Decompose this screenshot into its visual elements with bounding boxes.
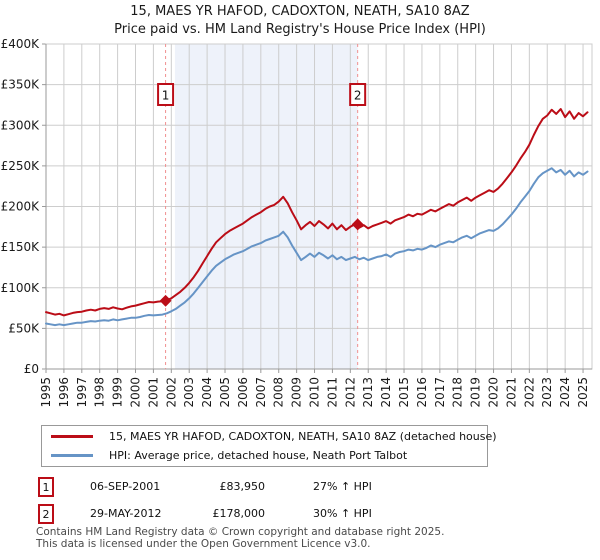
legend-item-property: 15, MAES YR HAFOD, CADOXTON, NEATH, SA10… (42, 429, 497, 444)
x-axis-year-label: 2014 (379, 377, 393, 408)
y-axis-price-label: £100K (1, 281, 41, 295)
y-axis-price-label: £300K (1, 118, 41, 132)
license-footer: Contains HM Land Registry data © Crown c… (36, 526, 445, 550)
transaction-row-1: 1 06-SEP-2001 £83,950 27% ↑ HPI (0, 477, 600, 497)
x-axis-year-label: 2019 (469, 377, 483, 408)
x-axis-year-label: 2015 (397, 377, 411, 408)
transaction-1-price: £83,950 (219, 480, 266, 493)
x-axis-year-label: 2003 (182, 377, 196, 408)
x-axis-year-label: 2001 (146, 377, 160, 408)
transaction-2-date: 29-MAY-2012 (90, 507, 162, 520)
y-axis-price-label: £0 (24, 362, 39, 376)
price-history-chart: 1995 1996 1997 1998 1999 2000 2001 2002 2003 2004… (1, 37, 593, 408)
transaction-row-2: 2 29-MAY-2012 £178,000 30% ↑ HPI (0, 504, 600, 524)
x-axis-year-label: 2024 (558, 377, 572, 408)
y-axis-price-label: £250K (1, 159, 41, 173)
x-axis-year-label: 2005 (218, 377, 232, 408)
x-axis-year-label: 2002 (164, 377, 178, 408)
x-axis-year-label: 2016 (415, 377, 429, 408)
page-title: 15, MAES YR HAFOD, CADOXTON, NEATH, SA10… (130, 4, 470, 19)
footer-line-1: Contains HM Land Registry data © Crown c… (36, 526, 445, 538)
sale-annotation-box (349, 83, 367, 106)
x-axis-year-label: 2000 (129, 377, 143, 408)
x-axis-year-label: 1996 (57, 377, 71, 408)
chart-legend: 15, MAES YR HAFOD, CADOXTON, NEATH, SA10… (41, 425, 497, 467)
x-axis-year-label: 2021 (504, 377, 518, 408)
x-axis-year-label: 2008 (272, 377, 286, 408)
legend-label-property: 15, MAES YR HAFOD, CADOXTON, NEATH, SA10… (109, 430, 497, 443)
legend-item-hpi: HPI: Average price, detached house, Neat… (42, 448, 487, 463)
x-axis-year-label: 2012 (343, 377, 357, 408)
x-axis-year-label: 2007 (254, 377, 268, 408)
x-axis-year-label: 2020 (487, 377, 501, 408)
transaction-1-marker-badge: 1 (38, 477, 54, 497)
y-axis-price-label: £400K (1, 37, 41, 51)
x-axis-year-label: 2018 (451, 377, 465, 408)
x-axis-year-label: 2023 (540, 377, 554, 408)
y-axis-price-label: £200K (1, 200, 41, 214)
x-axis-year-label: 2010 (308, 377, 322, 408)
hpi-average-line (45, 167, 589, 327)
sale-point-marker (159, 294, 172, 307)
property-price-line (45, 108, 589, 317)
transaction-1-hpi-change: 27% ↑ HPI (313, 480, 372, 493)
y-axis-price-label: £150K (1, 240, 41, 254)
y-axis-price-label: £50K (8, 321, 40, 335)
x-axis-year-label: 1998 (93, 377, 107, 408)
page-subtitle: Price paid vs. HM Land Registry's House … (114, 22, 486, 37)
footer-line-2: This data is licensed under the Open Gov… (36, 537, 371, 550)
transaction-2-marker-badge: 2 (38, 504, 54, 524)
x-axis-year-label: 2004 (200, 377, 214, 408)
x-axis-year-label: 2011 (325, 377, 339, 408)
hpi-line-swatch (51, 454, 93, 457)
x-axis-year-label: 2017 (433, 377, 447, 408)
x-axis-year-label: 2009 (290, 377, 304, 408)
x-axis-year-label: 1997 (75, 377, 89, 408)
transaction-2-hpi-change: 30% ↑ HPI (313, 507, 372, 520)
x-axis-year-label: 1995 (39, 377, 53, 408)
x-axis-year-label: 1999 (111, 377, 125, 408)
x-axis-year-label: 2022 (522, 377, 536, 408)
property-line-swatch (51, 435, 93, 438)
legend-label-hpi: HPI: Average price, detached house, Neat… (109, 449, 408, 462)
sale-annotation-number: 2 (354, 89, 362, 103)
y-axis-price-label: £350K (1, 78, 41, 92)
x-axis-year-label: 2006 (236, 377, 250, 408)
transaction-2-price: £178,000 (212, 507, 266, 520)
x-axis-year-label: 2025 (576, 377, 590, 408)
x-axis-year-label: 2013 (361, 377, 375, 408)
sale-annotation-number: 1 (162, 89, 170, 103)
transaction-1-date: 06-SEP-2001 (90, 480, 161, 493)
sale-annotation-box (157, 83, 175, 106)
